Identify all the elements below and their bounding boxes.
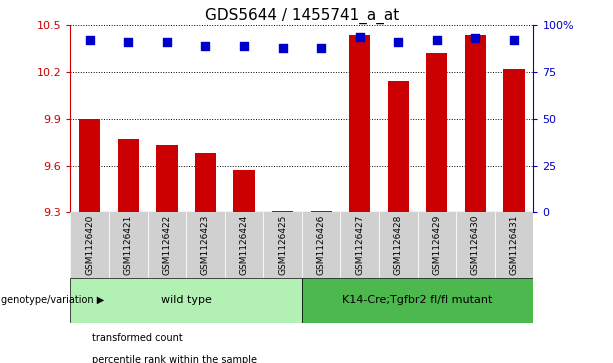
Text: percentile rank within the sample: percentile rank within the sample [92,355,257,363]
Point [432,37,442,43]
Bar [148,212,186,278]
Point [394,39,403,45]
Text: GSM1126422: GSM1126422 [162,214,172,274]
Point [162,39,172,45]
Title: GDS5644 / 1455741_a_at: GDS5644 / 1455741_a_at [205,8,399,24]
Bar [379,212,417,278]
Text: transformed count: transformed count [92,333,183,343]
Text: GSM1126420: GSM1126420 [85,214,94,275]
Bar [109,212,148,278]
Bar [495,212,533,278]
Bar [225,212,264,278]
Bar [264,212,302,278]
Text: GSM1126428: GSM1126428 [394,214,403,275]
Point [239,43,249,49]
Bar [156,145,178,212]
Text: GSM1126424: GSM1126424 [240,214,248,274]
Point [355,34,365,40]
Bar [70,278,302,323]
Text: genotype/variation ▶: genotype/variation ▶ [1,295,104,305]
Bar [272,211,293,212]
Text: wild type: wild type [161,295,211,305]
Point [316,45,326,51]
Point [123,39,133,45]
Bar [302,212,340,278]
Bar [349,35,370,212]
Point [471,36,481,41]
Point [509,37,519,43]
Text: GSM1126426: GSM1126426 [317,214,326,275]
Text: GSM1126430: GSM1126430 [471,214,480,275]
Text: GSM1126421: GSM1126421 [124,214,133,275]
Bar [417,212,456,278]
Bar [302,278,533,323]
Text: K14-Cre;Tgfbr2 fl/fl mutant: K14-Cre;Tgfbr2 fl/fl mutant [343,295,493,305]
Bar [465,35,486,212]
Point [200,43,210,49]
Bar [79,119,101,212]
Bar [426,53,447,212]
Bar [340,212,379,278]
Bar [456,212,495,278]
Bar [70,212,109,278]
Bar [118,139,139,212]
Text: GSM1126425: GSM1126425 [278,214,287,275]
Text: GSM1126431: GSM1126431 [509,214,519,275]
Point [278,45,287,51]
Bar [195,153,216,212]
Point [85,37,94,43]
Text: GSM1126423: GSM1126423 [201,214,210,275]
Bar [503,69,525,212]
Text: GSM1126429: GSM1126429 [432,214,441,275]
Bar [387,81,409,212]
Bar [234,170,254,212]
Bar [311,211,332,212]
Bar [186,212,225,278]
Text: GSM1126427: GSM1126427 [356,214,364,275]
